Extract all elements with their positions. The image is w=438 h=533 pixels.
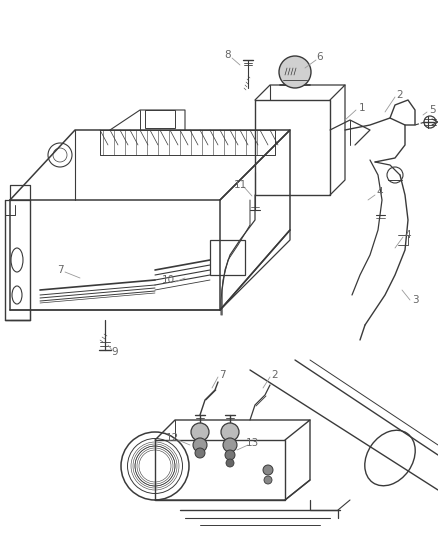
Circle shape bbox=[191, 423, 209, 441]
Circle shape bbox=[221, 423, 239, 441]
Text: 13: 13 bbox=[245, 438, 258, 448]
Text: 1: 1 bbox=[359, 103, 365, 113]
Circle shape bbox=[263, 465, 273, 475]
Text: 9: 9 bbox=[112, 347, 118, 357]
Circle shape bbox=[226, 459, 234, 467]
Text: 7: 7 bbox=[57, 265, 64, 275]
Circle shape bbox=[193, 438, 207, 452]
Text: 11: 11 bbox=[233, 180, 247, 190]
Text: 5: 5 bbox=[429, 105, 435, 115]
Text: 6: 6 bbox=[317, 52, 323, 62]
Circle shape bbox=[279, 56, 311, 88]
Text: 4: 4 bbox=[377, 187, 383, 197]
Text: 12: 12 bbox=[166, 433, 179, 443]
Text: 10: 10 bbox=[162, 275, 175, 285]
Text: 8: 8 bbox=[225, 50, 231, 60]
Circle shape bbox=[264, 476, 272, 484]
Text: 2: 2 bbox=[397, 90, 403, 100]
Circle shape bbox=[223, 438, 237, 452]
Text: 7: 7 bbox=[219, 370, 225, 380]
Bar bbox=[145, 110, 175, 128]
Bar bbox=[210, 240, 245, 275]
Text: 2: 2 bbox=[272, 370, 278, 380]
Text: 3: 3 bbox=[412, 295, 418, 305]
Text: 4: 4 bbox=[405, 230, 411, 240]
Circle shape bbox=[225, 450, 235, 460]
Circle shape bbox=[195, 448, 205, 458]
